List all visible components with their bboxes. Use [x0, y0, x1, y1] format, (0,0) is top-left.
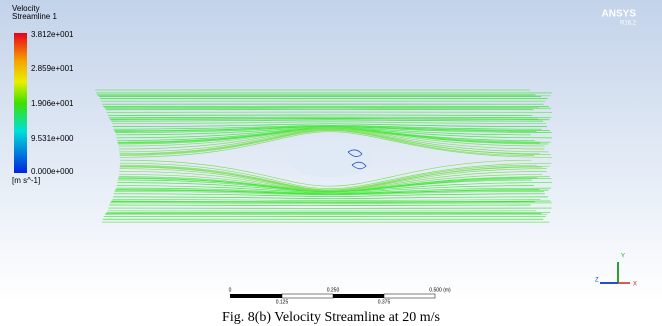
scale-label: 0 — [229, 287, 232, 293]
brand-version: R16.2 — [620, 21, 637, 27]
scale-label: 0.250 — [327, 287, 340, 293]
legend-label: 0.000e+000 — [31, 167, 74, 176]
color-bar — [14, 33, 27, 173]
legend-label: 9.531e+000 — [31, 134, 74, 143]
legend-label: 1.906e+001 — [31, 99, 74, 108]
scale-label: 0.375 — [378, 299, 391, 305]
body — [288, 143, 372, 177]
triad-label: Y — [621, 254, 625, 260]
scale-segment — [230, 294, 282, 298]
legend-subtitle: Streamline 1 — [12, 12, 57, 21]
page: Velocity Streamline 1 3.812e+001 2.859e+… — [0, 0, 662, 326]
scale-label: 0.125 — [276, 299, 289, 305]
caption: Fig. 8(b) Velocity Streamline at 20 m/s — [222, 310, 440, 325]
scale-segment — [333, 294, 384, 298]
legend-unit: [m s^-1] — [12, 176, 40, 185]
brand-name: ANSYS — [602, 9, 637, 20]
screenshot: Velocity Streamline 1 3.812e+001 2.859e+… — [0, 0, 662, 326]
triad-label: Z — [595, 278, 599, 284]
legend-label: 2.859e+001 — [31, 64, 74, 73]
scale-label: 0.500 (m) — [429, 287, 451, 293]
scale-segment — [384, 294, 435, 298]
legend-label: 3.812e+001 — [31, 30, 74, 39]
scale-segment — [282, 294, 333, 298]
scale-bar — [230, 294, 435, 298]
triad-label: X — [633, 282, 637, 288]
